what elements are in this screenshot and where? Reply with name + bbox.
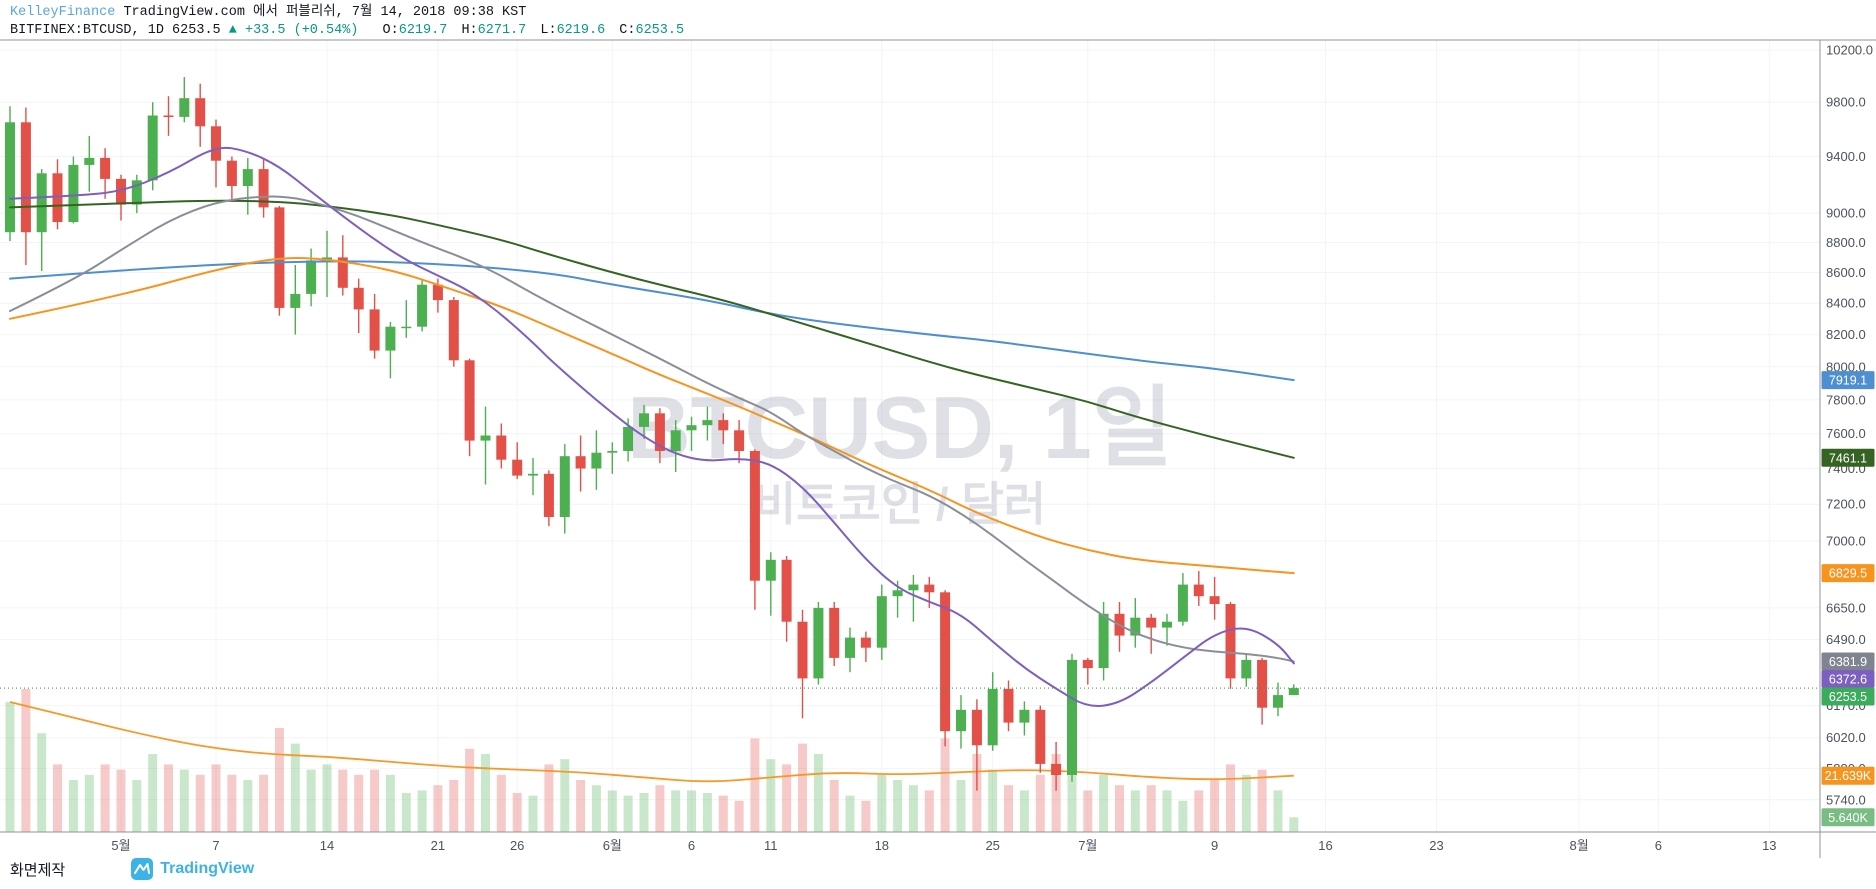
svg-text:25: 25 (985, 838, 999, 853)
low-value: 6219.6 (556, 23, 606, 38)
chart-frame (0, 39, 1876, 858)
time-axis[interactable]: 5월 7 14 21 26 6월 6 11 18 25 7월 9 16 23 8월 6 13 (111, 838, 1776, 853)
svg-text:8200.0: 8200.0 (1826, 327, 1866, 342)
close-value: 6253.5 (635, 23, 685, 38)
last-price: 6253.5 (172, 23, 221, 38)
svg-text:14: 14 (320, 838, 334, 853)
svg-text:7000.0: 7000.0 (1826, 534, 1866, 549)
svg-text:7800.0: 7800.0 (1826, 392, 1866, 407)
publish-info-line: KelleyFinance TradingView.com 에서 퍼블리쉬, 7… (10, 4, 684, 22)
svg-text:6: 6 (1655, 838, 1662, 853)
svg-text:9: 9 (1211, 838, 1218, 853)
svg-text:6020.0: 6020.0 (1826, 730, 1866, 745)
tradingview-logo-icon (131, 858, 154, 880)
ma-lines-layer (9, 146, 1295, 707)
svg-text:7: 7 (212, 838, 219, 853)
svg-text:5740.0: 5740.0 (1826, 792, 1866, 807)
tradingview-link[interactable]: TradingView (131, 858, 254, 880)
svg-text:7919.1: 7919.1 (1829, 374, 1867, 388)
grid-layer (0, 40, 1820, 832)
svg-text:6372.6: 6372.6 (1829, 673, 1867, 687)
price-change: +33.5 (+0.54%) (244, 23, 359, 38)
volume-layer (5, 689, 1299, 832)
svg-text:16: 16 (1318, 838, 1332, 853)
svg-text:6650.0: 6650.0 (1826, 600, 1866, 615)
svg-text:11: 11 (764, 838, 778, 853)
svg-text:8월: 8월 (1569, 838, 1588, 853)
open-value: 6219.7 (398, 23, 448, 38)
svg-text:13: 13 (1762, 838, 1776, 853)
up-arrow-icon: ▲ (228, 23, 237, 38)
svg-text:9400.0: 9400.0 (1826, 149, 1866, 164)
svg-text:6829.5: 6829.5 (1829, 567, 1867, 581)
svg-text:8000.0: 8000.0 (1826, 359, 1866, 374)
publisher-name[interactable]: KelleyFinance (10, 5, 116, 20)
svg-text:7200.0: 7200.0 (1826, 497, 1866, 512)
svg-text:5.640K: 5.640K (1828, 811, 1868, 825)
svg-text:6490.0: 6490.0 (1826, 632, 1866, 647)
svg-text:21: 21 (431, 838, 445, 853)
svg-text:6253.5: 6253.5 (1829, 690, 1867, 704)
svg-text:6월: 6월 (603, 838, 622, 853)
svg-text:8600.0: 8600.0 (1826, 265, 1866, 280)
symbol-name[interactable]: BITFINEX:BTCUSD, (10, 23, 140, 38)
svg-text:18: 18 (875, 838, 889, 853)
high-value: 6271.7 (477, 23, 527, 38)
open-label: O: (382, 23, 399, 38)
svg-text:26: 26 (510, 838, 524, 853)
svg-text:7461.1: 7461.1 (1829, 451, 1867, 465)
axis-price-tags: 7919.1 7461.1 6829.5 6381.9 6372.6 6253.5 21.6… (1821, 371, 1875, 827)
published-text: TradingView.com 에서 퍼블리쉬, 7월 14, 2018 09:… (123, 5, 527, 20)
low-label: L: (540, 23, 557, 38)
svg-text:7600.0: 7600.0 (1826, 426, 1866, 441)
chart-footer: 화면제작 TradingView (10, 858, 254, 880)
svg-text:23: 23 (1429, 838, 1443, 853)
symbol-info-line: BITFINEX:BTCUSD, 1D 6253.5 ▲ +33.5 (+0.5… (10, 22, 684, 40)
svg-text:BTCUSD, 1일: BTCUSD, 1일 (627, 378, 1172, 477)
svg-text:21.639K: 21.639K (1825, 769, 1872, 783)
tradingview-wordmark: TradingView (160, 860, 255, 877)
svg-text:9000.0: 9000.0 (1826, 206, 1866, 221)
svg-text:7월: 7월 (1078, 838, 1097, 853)
svg-text:9800.0: 9800.0 (1826, 95, 1866, 110)
svg-text:6: 6 (688, 838, 695, 853)
chart-header: KelleyFinance TradingView.com 에서 퍼블리쉬, 7… (10, 4, 684, 40)
high-label: H: (461, 23, 478, 38)
svg-text:8800.0: 8800.0 (1826, 235, 1866, 250)
svg-text:8400.0: 8400.0 (1826, 296, 1866, 311)
interval-label: 1D (147, 23, 164, 38)
svg-text:10200.0: 10200.0 (1826, 43, 1873, 58)
svg-text:5월: 5월 (111, 838, 130, 853)
candles-layer (5, 77, 1299, 791)
close-label: C: (619, 23, 636, 38)
footer-caption: 화면제작 (10, 861, 66, 879)
svg-text:6381.9: 6381.9 (1829, 655, 1867, 669)
